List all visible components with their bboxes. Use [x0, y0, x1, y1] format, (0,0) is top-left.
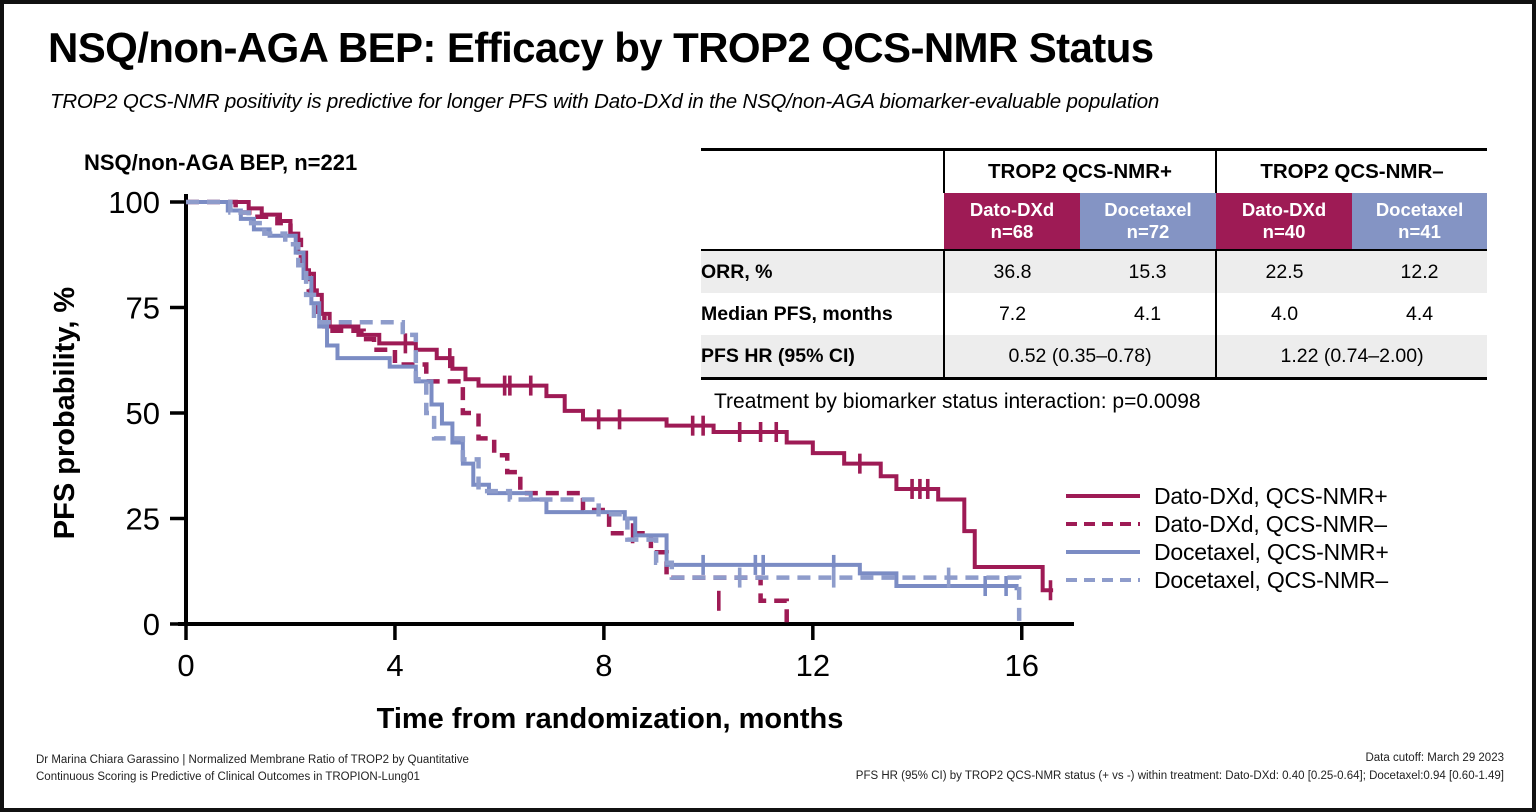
footer-left-line1: Dr Marina Chiara Garassino | Normalized … — [36, 754, 469, 766]
km-curve-3 — [186, 199, 1022, 624]
page-subtitle: TROP2 QCS-NMR positivity is predictive f… — [50, 90, 1160, 113]
arm-header-doce-neg: Docetaxel n=41 — [1352, 193, 1488, 250]
y-tick-label: 50 — [126, 396, 160, 431]
arm-name: Dato-DXd — [969, 199, 1055, 221]
legend-label: Docetaxel, QCS-NMR+ — [1154, 538, 1389, 565]
cell-orr-doce-neg: 12.2 — [1352, 249, 1488, 293]
legend-label: Dato-DXd, QCS-NMR+ — [1154, 482, 1388, 509]
km-chart-svg: 0 25 50 75 100 0 4 8 12 16 Time from randomization… — [49, 185, 1074, 735]
arm-name: Dato-DXd — [1241, 199, 1327, 221]
table-arm-header-row: Dato-DXd n=68 Docetaxel n=72 Dato-DXd n=… — [701, 193, 1488, 250]
footer-left: Dr Marina Chiara Garassino | Normalized … — [36, 752, 469, 785]
x-tick-label: 0 — [177, 648, 194, 683]
cell-hr-nmr-positive: 0.52 (0.35–0.78) — [944, 335, 1217, 380]
row-label-median-pfs: Median PFS, months — [701, 293, 945, 335]
y-tick-label: 100 — [108, 185, 160, 220]
row-label-orr: ORR, % — [701, 249, 945, 293]
footer-hr-note: PFS HR (95% CI) by TROP2 QCS-NMR status … — [855, 770, 1504, 782]
arm-header-dato-pos: Dato-DXd n=68 — [944, 193, 1080, 250]
arm-n: n=72 — [1126, 221, 1170, 242]
x-tick-label: 4 — [386, 648, 403, 683]
legend-item: Dato-DXd, QCS-NMR+ — [1066, 482, 1486, 510]
efficacy-table-wrapper: TROP2 QCS-NMR+ TROP2 QCS-NMR– Dato-DXd n… — [701, 148, 1488, 380]
legend-item: Docetaxel, QCS-NMR– — [1066, 566, 1486, 594]
cell-orr-dato-neg: 22.5 — [1215, 249, 1353, 293]
y-tick-label: 25 — [126, 502, 160, 537]
arm-name: Docetaxel — [1375, 199, 1464, 221]
table-corner-blank-2 — [701, 193, 944, 250]
footer-data-cutoff: Data cutoff: March 29 2023 — [1365, 752, 1504, 764]
km-chart: 0 25 50 75 100 0 4 8 12 16 Time from randomization… — [34, 184, 1094, 744]
legend-label: Dato-DXd, QCS-NMR– — [1154, 510, 1387, 537]
arm-n: n=40 — [1262, 221, 1306, 242]
group-header-nmr-negative: TROP2 QCS-NMR– — [1215, 148, 1488, 193]
arm-n: n=41 — [1398, 221, 1441, 242]
arm-header-doce-pos: Docetaxel n=72 — [1080, 193, 1217, 250]
chart-legend: Dato-DXd, QCS-NMR+ Dato-DXd, QCS-NMR– Do… — [1066, 482, 1486, 594]
cell-hr-nmr-negative: 1.22 (0.74–2.00) — [1215, 335, 1488, 380]
cell-orr-dato-pos: 36.8 — [944, 249, 1080, 293]
table-row: PFS HR (95% CI) 0.52 (0.35–0.78) 1.22 (0… — [701, 335, 1488, 380]
table-row: Median PFS, months 7.2 4.1 4.0 4.4 — [701, 293, 1487, 335]
km-curve-1 — [186, 199, 789, 624]
table-group-header-row: TROP2 QCS-NMR+ TROP2 QCS-NMR– — [701, 148, 1488, 193]
row-label-pfs-hr: PFS HR (95% CI) — [701, 335, 945, 380]
arm-n: n=68 — [990, 221, 1034, 242]
cell-mpfs-dato-neg: 4.0 — [1215, 293, 1353, 335]
legend-label: Docetaxel, QCS-NMR– — [1154, 566, 1388, 593]
group-header-nmr-positive: TROP2 QCS-NMR+ — [942, 148, 1217, 193]
table-row: ORR, % 36.8 15.3 22.5 12.2 — [701, 249, 1488, 293]
cell-orr-doce-pos: 15.3 — [1080, 249, 1217, 293]
x-tick-label: 16 — [1005, 648, 1039, 683]
y-axis-title: PFS probability, % — [49, 287, 81, 540]
table-corner-blank — [701, 148, 944, 193]
y-tick-label: 75 — [126, 291, 160, 326]
page-title: NSQ/non-AGA BEP: Efficacy by TROP2 QCS-N… — [48, 24, 1154, 71]
footer-left-line2: Continuous Scoring is Predictive of Clin… — [36, 770, 420, 783]
interaction-pvalue: Treatment by biomarker status interactio… — [714, 390, 1201, 413]
arm-name: Docetaxel — [1104, 199, 1192, 221]
x-tick-label: 12 — [796, 648, 830, 683]
legend-item: Docetaxel, QCS-NMR+ — [1066, 538, 1486, 566]
arm-header-dato-neg: Dato-DXd n=40 — [1216, 193, 1353, 250]
efficacy-table: TROP2 QCS-NMR+ TROP2 QCS-NMR– Dato-DXd n… — [701, 148, 1488, 380]
cell-mpfs-dato-pos: 7.2 — [998, 302, 1027, 325]
chart-panel-title: NSQ/non-AGA BEP, n=221 — [84, 150, 358, 175]
cell-mpfs-doce-pos: 4.1 — [1133, 302, 1162, 325]
x-tick-label: 8 — [595, 648, 612, 683]
legend-item: Dato-DXd, QCS-NMR– — [1066, 510, 1486, 538]
y-tick-label: 0 — [143, 607, 160, 642]
cell-mpfs-doce-neg: 4.4 — [1405, 302, 1434, 325]
x-axis-title: Time from randomization, months — [377, 703, 844, 735]
